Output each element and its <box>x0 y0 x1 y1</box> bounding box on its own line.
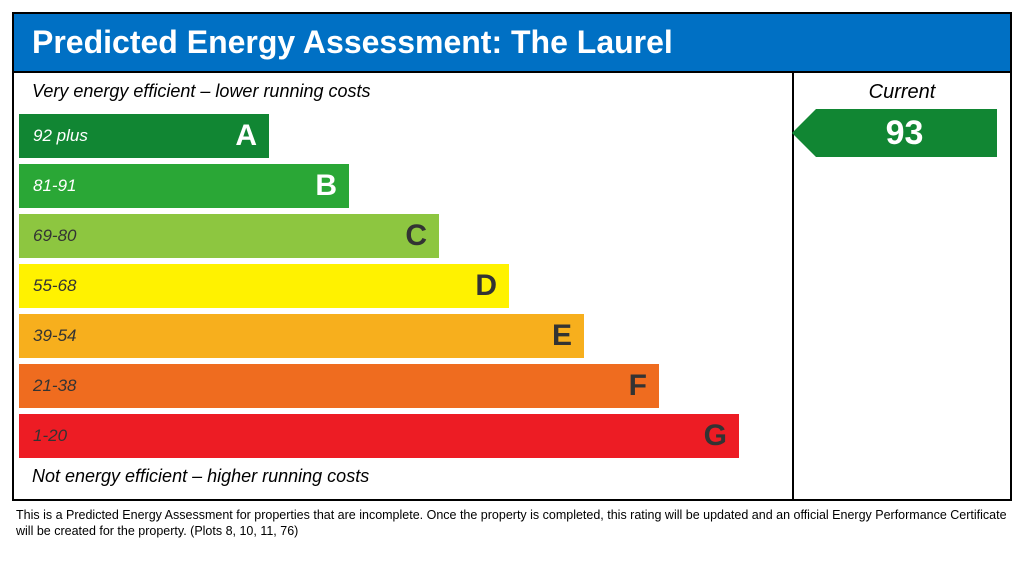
band-letter: F <box>629 369 647 403</box>
band-d: 55-68 D <box>19 264 509 308</box>
current-area: Current 93 <box>794 73 1010 499</box>
band-range: 39-54 <box>33 326 76 346</box>
band-range: 69-80 <box>33 226 76 246</box>
band-letter: D <box>475 269 497 303</box>
arrow-tip-icon <box>792 109 816 157</box>
band-letter: G <box>704 419 727 453</box>
current-value: 93 <box>866 114 924 153</box>
band-range: 55-68 <box>33 276 76 296</box>
current-arrow: 93 <box>792 109 997 157</box>
band-letter: E <box>552 319 572 353</box>
header: Predicted Energy Assessment: The Laurel <box>14 14 1010 71</box>
chart-area: Very energy efficient – lower running co… <box>14 73 794 499</box>
footnote: This is a Predicted Energy Assessment fo… <box>12 501 1012 540</box>
band-letter: A <box>235 119 257 153</box>
band-a: 92 plus A <box>19 114 269 158</box>
band-f: 21-38 F <box>19 364 659 408</box>
band-range: 21-38 <box>33 376 76 396</box>
band-letter: C <box>405 219 427 253</box>
top-label: Very energy efficient – lower running co… <box>14 79 792 108</box>
band-letter: B <box>315 169 337 203</box>
bottom-label: Not energy efficient – higher running co… <box>14 464 792 493</box>
band-c: 69-80 C <box>19 214 439 258</box>
title: Predicted Energy Assessment: The Laurel <box>32 24 992 61</box>
band-e: 39-54 E <box>19 314 584 358</box>
band-range: 1-20 <box>33 426 67 446</box>
bands-container: 92 plus A 81-91 B 69-80 C 55-68 D 39-54 E 21-38 F 1-… <box>14 114 792 458</box>
band-range: 92 plus <box>33 126 88 146</box>
epc-card: Predicted Energy Assessment: The Laurel … <box>12 12 1012 501</box>
band-g: 1-20 G <box>19 414 739 458</box>
current-label: Current <box>794 79 1010 110</box>
band-b: 81-91 B <box>19 164 349 208</box>
band-range: 81-91 <box>33 176 76 196</box>
content: Very energy efficient – lower running co… <box>14 71 1010 499</box>
